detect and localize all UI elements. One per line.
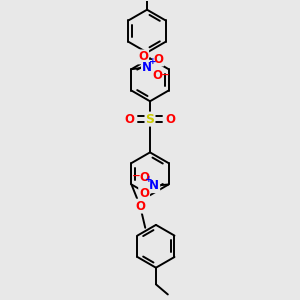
Text: O: O	[139, 171, 149, 184]
Text: −: −	[132, 171, 141, 181]
Text: O: O	[135, 200, 145, 213]
Text: −: −	[160, 70, 169, 80]
Text: S: S	[146, 112, 154, 126]
Text: +: +	[149, 57, 157, 66]
Text: O: O	[138, 50, 148, 63]
Text: O: O	[152, 69, 162, 82]
Text: O: O	[166, 112, 176, 126]
Text: N: N	[142, 61, 152, 74]
Text: +: +	[145, 175, 152, 184]
Text: O: O	[153, 52, 163, 66]
Text: O: O	[124, 112, 134, 126]
Text: O: O	[139, 188, 149, 200]
Text: N: N	[149, 179, 159, 192]
